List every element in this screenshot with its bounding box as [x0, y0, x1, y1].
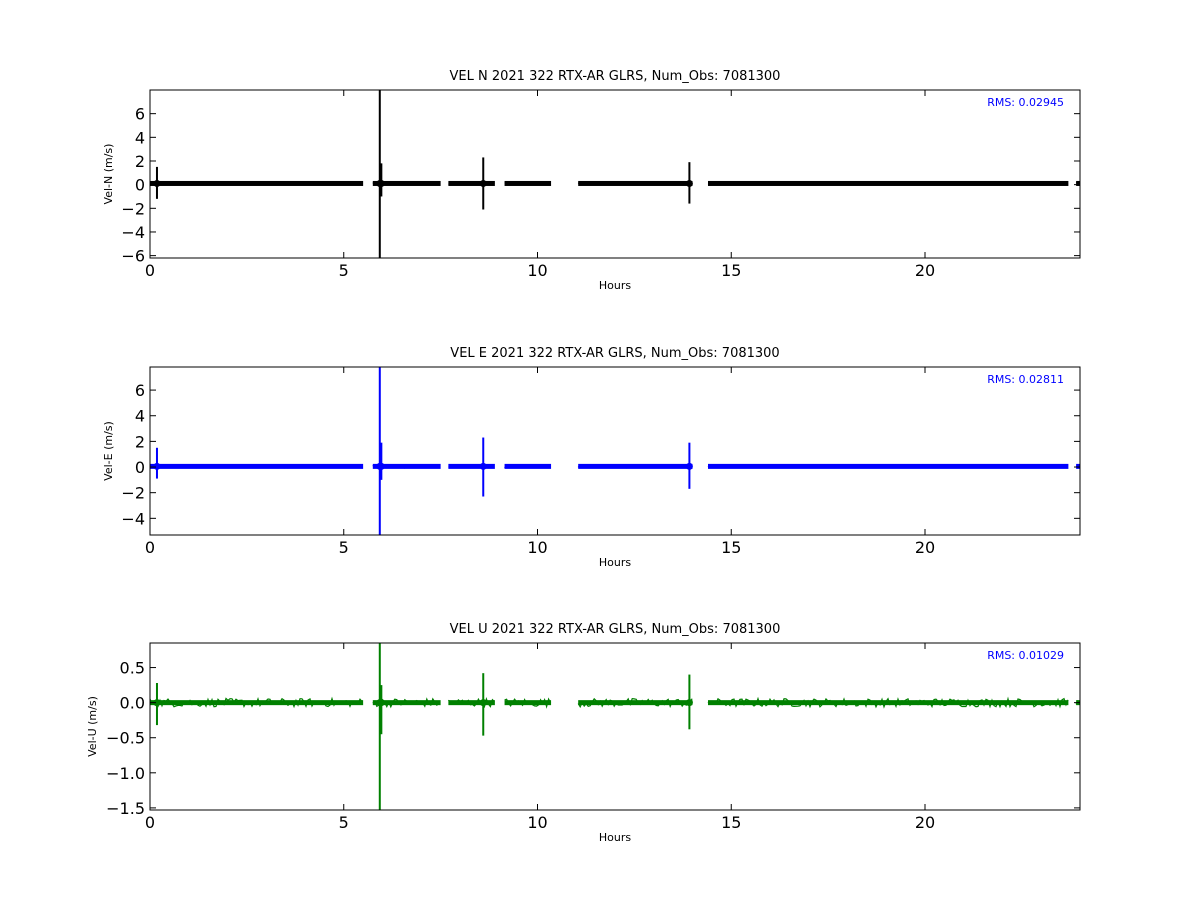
data-series [150, 643, 1080, 810]
y-tick-label: −4 [121, 509, 145, 528]
plot-frame [149, 642, 1081, 811]
data-trace [504, 181, 551, 186]
data-point [153, 462, 161, 470]
y-tick-label: −0.5 [106, 729, 145, 748]
data-trace [150, 464, 363, 469]
data-point [377, 179, 385, 187]
data-band [372, 700, 441, 706]
chart-title: VEL U 2021 322 RTX-AR GLRS, Num_Obs: 708… [450, 622, 781, 637]
data-band [150, 463, 364, 469]
data-point [685, 462, 693, 470]
x-tick-label: 15 [721, 538, 741, 557]
y-tick-label: 2 [135, 432, 145, 451]
y-tick-label: 4 [135, 407, 145, 426]
data-trace [504, 697, 552, 709]
data-band [578, 180, 693, 186]
data-band [372, 180, 441, 186]
chart-title: VEL N 2021 322 RTX-AR GLRS, Num_Obs: 708… [450, 69, 781, 84]
data-trace [577, 464, 693, 469]
data-trace [448, 181, 495, 186]
chart-title: VEL E 2021 322 RTX-AR GLRS, Num_Obs: 708… [450, 346, 779, 361]
data-band [448, 463, 495, 469]
plot-frame [149, 366, 1081, 536]
data-band [448, 700, 495, 706]
data-trace [707, 181, 1069, 186]
data-trace [150, 181, 363, 186]
y-tick-label: 6 [135, 105, 145, 124]
data-trace [1075, 465, 1079, 468]
x-tick-label: 5 [339, 538, 349, 557]
y-tick-label: 6 [135, 381, 145, 400]
data-band [504, 463, 552, 469]
data-trace [707, 696, 1069, 709]
y-tick-label: −2 [121, 199, 145, 218]
x-tick-label: 20 [915, 813, 935, 832]
data-series [150, 367, 1080, 535]
y-tick-label: 0 [135, 176, 145, 195]
y-tick-label: 0.0 [120, 694, 145, 713]
x-tick-label: 15 [721, 261, 741, 280]
y-tick-label: −4 [121, 223, 145, 242]
data-trace [447, 697, 495, 708]
data-point [685, 699, 693, 707]
x-axis-label: Hours [599, 556, 631, 569]
data-point [479, 179, 487, 187]
rms-annotation: RMS: 0.01029 [987, 649, 1064, 662]
data-band [708, 700, 1069, 706]
rms-annotation: RMS: 0.02811 [987, 373, 1064, 386]
x-tick-label: 5 [339, 261, 349, 280]
data-band [578, 463, 693, 469]
y-tick-label: 4 [135, 128, 145, 147]
data-point [377, 462, 385, 470]
x-tick-label: 0 [145, 538, 155, 557]
x-tick-label: 10 [527, 261, 547, 280]
data-point [479, 462, 487, 470]
data-band [578, 700, 693, 706]
y-axis-label: Vel-E (m/s) [102, 421, 115, 481]
x-tick-label: 15 [721, 813, 741, 832]
data-point [377, 699, 385, 707]
data-trace [1075, 182, 1079, 185]
y-tick-label: −2 [121, 484, 145, 503]
x-axis-label: Hours [599, 279, 631, 292]
data-band [150, 180, 364, 186]
data-point [685, 179, 693, 187]
data-point [479, 699, 487, 707]
data-series [150, 90, 1080, 258]
rms-annotation: RMS: 0.02945 [987, 96, 1064, 109]
y-tick-label: 0.5 [120, 659, 145, 678]
x-tick-label: 20 [915, 538, 935, 557]
y-axis-label: Vel-U (m/s) [86, 696, 99, 757]
x-axis-label: Hours [599, 831, 631, 844]
chart-panel-2: VEL E 2021 322 RTX-AR GLRS, Num_Obs: 708… [102, 346, 1081, 569]
data-point [153, 699, 161, 707]
data-trace [707, 464, 1069, 469]
y-tick-label: −1.0 [106, 764, 145, 783]
x-tick-label: 20 [915, 261, 935, 280]
x-tick-label: 0 [145, 813, 155, 832]
chart-panel-1: VEL N 2021 322 RTX-AR GLRS, Num_Obs: 708… [102, 69, 1081, 292]
data-band [372, 463, 441, 469]
y-tick-label: −1.5 [106, 799, 145, 818]
data-trace [577, 181, 693, 186]
x-tick-label: 0 [145, 261, 155, 280]
x-tick-label: 10 [527, 813, 547, 832]
x-tick-label: 5 [339, 813, 349, 832]
y-tick-label: 0 [135, 458, 145, 477]
plot-frame [149, 89, 1081, 259]
x-tick-label: 10 [527, 538, 547, 557]
data-point [153, 179, 161, 187]
y-axis-label: Vel-N (m/s) [102, 144, 115, 205]
chart-panel-3: VEL U 2021 322 RTX-AR GLRS, Num_Obs: 708… [86, 622, 1081, 844]
y-tick-label: −6 [121, 247, 145, 266]
data-band [708, 463, 1069, 469]
y-tick-label: 2 [135, 152, 145, 171]
data-trace [150, 696, 363, 709]
data-band [504, 180, 552, 186]
data-trace [577, 697, 693, 709]
data-trace [504, 463, 551, 469]
